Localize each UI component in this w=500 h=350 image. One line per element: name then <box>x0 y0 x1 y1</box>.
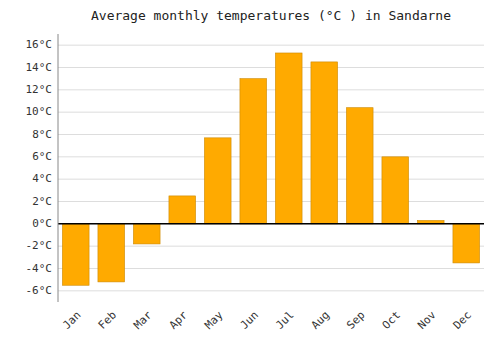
y-tick-label: 10°C <box>26 105 53 118</box>
x-tick-labels: Jan Feb Mar Apr May Jun Jul Aug Sep Oct Nov Dec <box>60 308 474 332</box>
bar <box>275 53 302 224</box>
x-tick-label: Mar <box>131 308 155 332</box>
y-tick-labels: -6°C -4°C -2°C 0°C 2°C 4°C 6°C 8°C 10°C 12°C 14°C 1… <box>26 38 53 297</box>
y-tick-label: 12°C <box>26 83 53 96</box>
bar <box>453 224 480 263</box>
bar <box>204 138 231 224</box>
grid-line <box>58 179 484 180</box>
bar <box>98 224 125 282</box>
grid-line <box>58 290 484 291</box>
grid <box>58 45 484 291</box>
chart: -6°C -4°C -2°C 0°C 2°C 4°C 6°C 8°C 10°C 12°C 14°C 1… <box>0 0 500 350</box>
x-tick-label: Feb <box>96 309 119 332</box>
x-tick-label: Sep <box>344 309 367 332</box>
bar <box>133 224 160 244</box>
x-tick-label: Nov <box>415 308 439 332</box>
x-tick-label: May <box>202 308 226 332</box>
x-tick-label: Apr <box>167 308 191 332</box>
x-tick-label: Jul <box>273 309 296 332</box>
x-tick-label: Jun <box>238 309 261 332</box>
title: Average monthly temperatures (°C ) in Sa… <box>91 8 451 23</box>
bars <box>62 53 479 285</box>
bar <box>62 224 89 285</box>
y-tick-label: -2°C <box>26 239 53 252</box>
x-tick-label: Jan <box>60 309 83 332</box>
bar <box>240 79 267 224</box>
y-tick-label: -6°C <box>26 284 53 297</box>
bar <box>346 108 373 224</box>
x-tick-label: Oct <box>380 309 403 332</box>
y-tick-label: 8°C <box>32 128 52 141</box>
x-tick-label: Dec <box>451 309 474 332</box>
grid-line <box>58 134 484 135</box>
grid-line <box>58 112 484 113</box>
x-tick-label: Aug <box>309 309 332 332</box>
grid-line <box>58 201 484 202</box>
bar <box>169 196 196 224</box>
chart-container: -6°C -4°C -2°C 0°C 2°C 4°C 6°C 8°C 10°C 12°C 14°C 1… <box>0 0 500 350</box>
bar <box>382 157 409 224</box>
y-axis-line <box>58 34 59 302</box>
y-tick-label: 2°C <box>32 195 52 208</box>
grid-line <box>58 156 484 157</box>
y-tick-label: 0°C <box>32 217 52 230</box>
y-tick-label: -4°C <box>26 262 53 275</box>
bar <box>311 62 338 224</box>
zero-line <box>58 223 484 225</box>
grid-line <box>58 223 484 224</box>
y-tick-label: 16°C <box>26 38 53 51</box>
grid-line <box>58 67 484 68</box>
grid-line <box>58 89 484 90</box>
y-tick-label: 14°C <box>26 61 53 74</box>
y-tick-label: 4°C <box>32 172 52 185</box>
grid-line <box>58 45 484 46</box>
y-tick-label: 6°C <box>32 150 52 163</box>
